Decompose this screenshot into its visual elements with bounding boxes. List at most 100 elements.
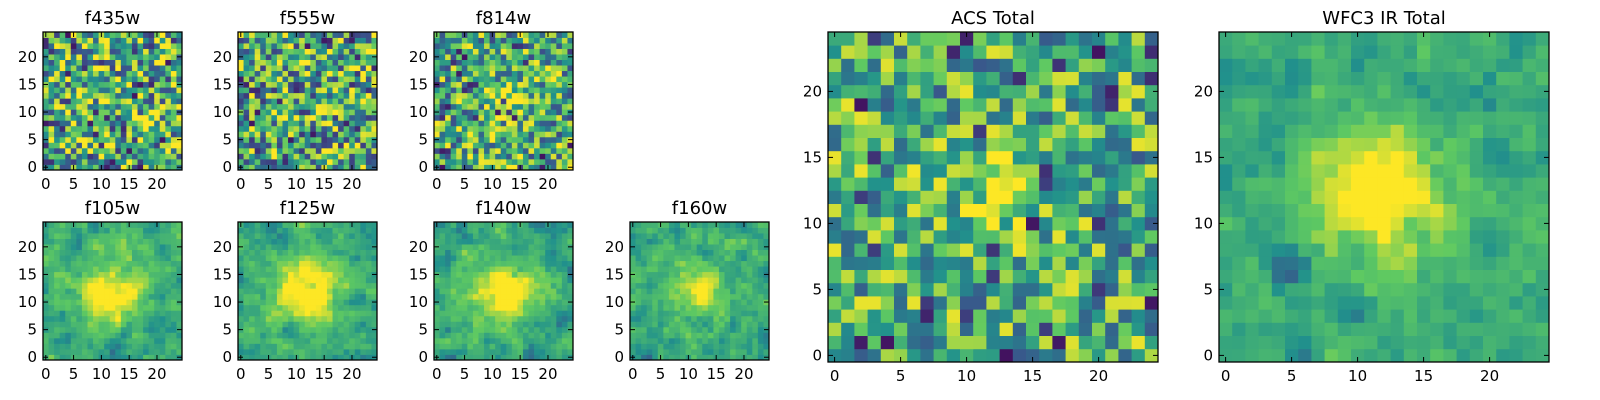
- heatmap-cell: [467, 321, 474, 328]
- heatmap-cell: [461, 54, 468, 60]
- heatmap-cell: [550, 238, 557, 245]
- heatmap-cell: [522, 343, 529, 350]
- heatmap-cell: [517, 109, 524, 116]
- heatmap-cell: [148, 233, 155, 239]
- heatmap-cell: [321, 293, 328, 300]
- heatmap-cell: [93, 43, 99, 49]
- heatmap-cell: [635, 244, 642, 250]
- heatmap-cell: [646, 249, 653, 256]
- heatmap-cell: [646, 293, 653, 300]
- heatmap-cell: [489, 277, 496, 284]
- heatmap-cell: [98, 299, 105, 306]
- heatmap-cell: [439, 114, 446, 121]
- heatmap-cell: [635, 310, 642, 317]
- heatmap-cell: [81, 59, 88, 66]
- heatmap-cell: [841, 269, 855, 284]
- heatmap-cell: [276, 299, 283, 306]
- heatmap-cell: [349, 54, 356, 60]
- heatmap-cells: [43, 32, 183, 171]
- heatmap-cell: [65, 288, 72, 295]
- heatmap-cell: [1012, 348, 1027, 363]
- heatmap-cell: [271, 255, 278, 262]
- heatmap-cell: [43, 337, 49, 344]
- heatmap-cell: [131, 54, 138, 60]
- heatmap-cell: [260, 288, 267, 295]
- heatmap-cell: [293, 315, 300, 322]
- heatmap-cell: [545, 76, 552, 83]
- heatmap-cell: [332, 332, 339, 339]
- heatmap-cell: [338, 32, 345, 38]
- heatmap-cell: [545, 131, 552, 138]
- heatmap-cell: [238, 114, 244, 121]
- x-tick-label: 0: [236, 175, 246, 193]
- heatmap-cell: [522, 304, 529, 311]
- heatmap-cell: [326, 43, 333, 49]
- heatmap-cell: [567, 158, 574, 165]
- heatmap-cell: [59, 304, 66, 311]
- heatmap-cell: [109, 32, 116, 38]
- heatmap-cell: [724, 315, 731, 322]
- heatmap-cell: [249, 81, 256, 88]
- heatmap-cell: [120, 32, 127, 38]
- heatmap-cell: [500, 343, 507, 350]
- heatmap-cell: [265, 271, 272, 278]
- heatmap-cell: [165, 76, 172, 83]
- heatmap-cell: [159, 260, 166, 267]
- heatmap-cell: [707, 244, 714, 250]
- heatmap-cell: [282, 48, 289, 55]
- heatmap-cell: [467, 103, 474, 110]
- heatmap-cell: [561, 98, 568, 105]
- heatmap-cell: [165, 299, 172, 306]
- heatmap-cell: [561, 354, 568, 361]
- heatmap-cell: [70, 76, 77, 83]
- heatmap-cell: [663, 222, 670, 228]
- heatmap-cell: [238, 288, 244, 295]
- heatmap-cell: [757, 244, 764, 250]
- heatmap-cell: [65, 131, 72, 138]
- heatmap-cell: [143, 147, 150, 154]
- heatmap-cell: [159, 348, 166, 355]
- heatmap-cell: [288, 164, 294, 171]
- heatmap-cell: [176, 238, 183, 245]
- heatmap-cell: [282, 70, 289, 77]
- heatmap-cell: [506, 249, 513, 256]
- heatmap-cell: [349, 277, 356, 284]
- heatmap-cell: [567, 37, 574, 44]
- heatmap-cell: [517, 43, 524, 49]
- heatmap-cell: [115, 244, 122, 250]
- heatmap-cell: [561, 158, 568, 165]
- heatmap-cell: [539, 288, 546, 295]
- heatmap-cell: [59, 153, 66, 160]
- heatmap-cell: [702, 260, 709, 267]
- heatmap-cell: [115, 103, 122, 110]
- heatmap-cell: [299, 293, 306, 300]
- heatmap-cell: [506, 43, 513, 49]
- heatmap-cell: [1118, 164, 1132, 178]
- heatmap-cell: [702, 332, 709, 339]
- heatmap-cell: [265, 343, 272, 350]
- heatmap-cell: [238, 310, 244, 317]
- heatmap-cell: [484, 288, 490, 295]
- heatmap-cell: [489, 147, 496, 154]
- heatmap-cell: [489, 136, 496, 143]
- heatmap-cell: [76, 92, 83, 99]
- heatmap-cell: [746, 244, 753, 250]
- heatmap-cell: [663, 315, 670, 322]
- heatmap-cell: [260, 304, 267, 311]
- heatmap-cell: [115, 260, 122, 267]
- heatmap-cell: [674, 321, 681, 328]
- heatmap-cell: [545, 54, 552, 60]
- heatmap-cell: [137, 348, 144, 355]
- heatmap-cell: [567, 293, 574, 300]
- heatmap-cell: [260, 332, 267, 339]
- heatmap-cell: [461, 304, 468, 311]
- heatmap-cell: [143, 299, 150, 306]
- heatmap-cell: [495, 304, 502, 311]
- heatmap-cell: [131, 32, 138, 38]
- heatmap-cell: [115, 293, 122, 300]
- heatmap-cell: [81, 120, 88, 127]
- heatmap-cell: [154, 266, 161, 273]
- heatmap-cell: [713, 304, 720, 311]
- heatmap-cell: [349, 227, 356, 234]
- heatmap-cell: [120, 59, 127, 66]
